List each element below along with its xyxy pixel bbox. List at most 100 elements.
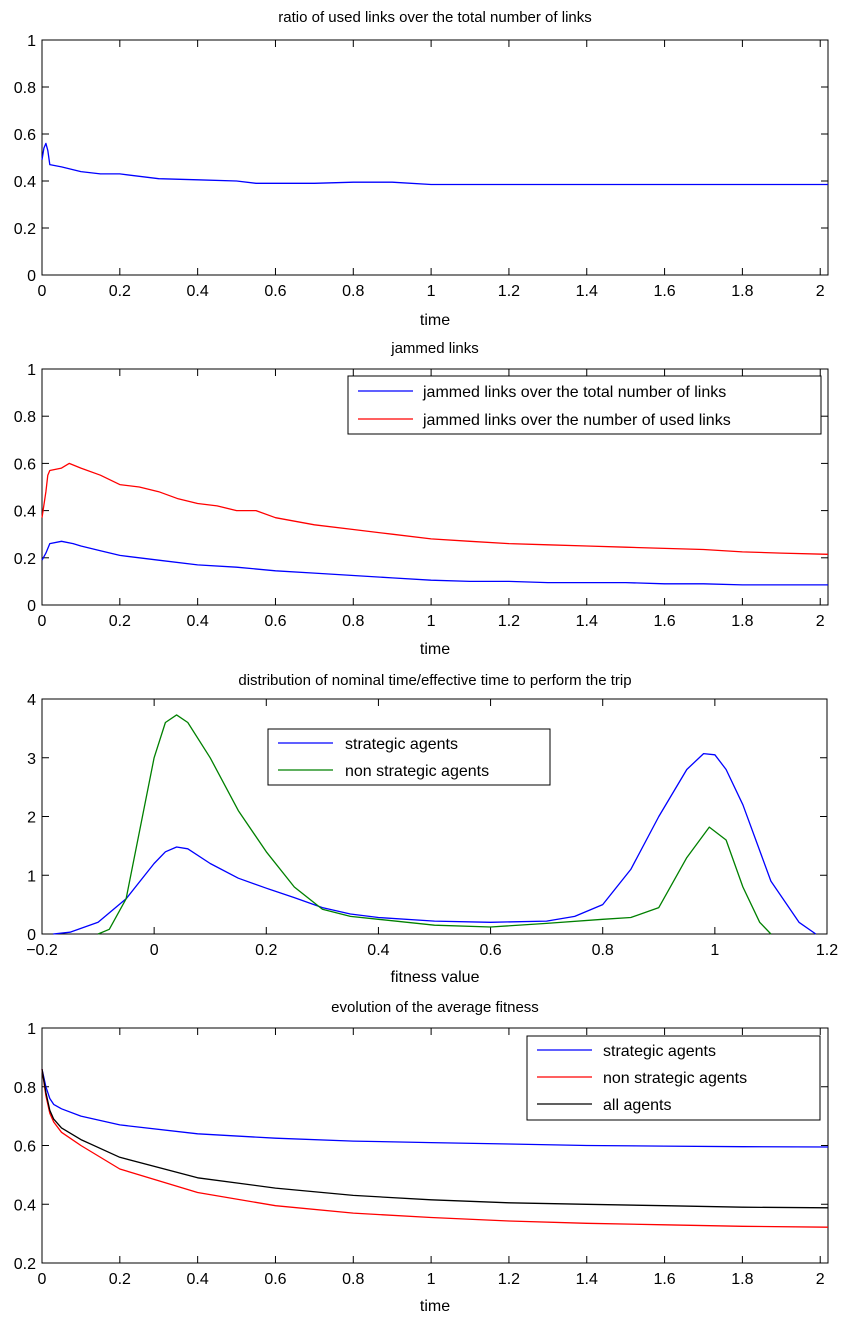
x-tick-label: 1 [427,283,436,300]
x-tick-label: 1.6 [653,613,675,630]
y-tick-label: 0.4 [14,174,36,191]
chart-title: distribution of nominal time/effective t… [238,672,631,689]
series-line-0 [41,540,828,586]
x-tick-label: 1.4 [576,613,598,630]
y-tick-label: 0.2 [14,551,36,568]
chart-title: evolution of the average fitness [331,999,539,1016]
legend-label-0: jammed links over the total number of li… [422,384,726,401]
x-axis-label: time [420,312,450,329]
x-tick-label: 0 [150,942,159,959]
y-tick-label: 1 [27,868,36,885]
y-tick-label: 0.6 [14,1139,36,1156]
x-tick-label: 1.2 [498,613,520,630]
x-tick-label: 2 [816,283,825,300]
axis-ticks: 0 0.2 0.4 0.6 0.8 1 1.2 1.4 1.6 1.8 20.20.40.60.81 [14,1021,828,1288]
series-line-1 [41,462,829,555]
series-lines [41,142,828,186]
panel-used-links-ratio: ratio of used links over the total numbe… [14,9,829,329]
x-tick-label: 0 [38,283,47,300]
x-tick-label: 0.6 [264,1271,286,1288]
x-tick-label: 0.6 [264,283,286,300]
legend-label-1: non strategic agents [603,1070,747,1087]
x-tick-label: 0.8 [342,1271,364,1288]
x-tick-label: 0 [38,613,47,630]
x-tick-label: 1.2 [498,1271,520,1288]
x-tick-label: 1.2 [498,283,520,300]
y-tick-label: 0.6 [14,456,36,473]
y-tick-label: 0.8 [14,80,36,97]
panel-jammed-links: jammed links 0 0.2 0.4 0.6 0.8 1 1.2 1.4 1.6 1.8 2… [14,340,829,658]
chart-title: jammed links [390,340,479,357]
x-tick-label: 2 [816,613,825,630]
axis-ticks: 0 0.2 0.4 0.6 0.8 1 1.2 1.4 1.6 1.8 2 0 0.2 0.4 0.6 0.8… [14,33,828,300]
x-tick-label: 1.6 [653,283,675,300]
x-axis-label: time [420,1298,450,1315]
y-tick-label: 0 [27,598,36,615]
x-tick-label: 0.6 [479,942,501,959]
y-tick-label: 0.8 [14,409,36,426]
x-tick-label: 0.2 [109,1271,131,1288]
x-tick-label: 0.4 [367,942,389,959]
x-tick-label: 1.8 [731,283,753,300]
y-tick-label: 2 [27,810,36,827]
y-tick-label: 0.6 [14,127,36,144]
x-tick-label: 1 [427,613,436,630]
x-tick-label: 0.2 [109,283,131,300]
series-lines [53,714,817,935]
legend-box [267,728,551,786]
y-tick-label: 1 [27,362,36,379]
axis-ticks: 0 0.2 0.4 0.6 0.8 1 1.2 1.4 1.6 1.8 2 0 0.2 0.4 0.6 0.8… [14,362,828,630]
x-tick-label: 1.2 [816,942,838,959]
series-line-0 [41,142,828,186]
y-tick-label: 0.4 [14,1197,36,1214]
x-tick-label: 0.6 [264,613,286,630]
x-tick-label: −0.2 [26,942,58,959]
x-tick-label: 0.2 [109,613,131,630]
series-lines [41,1068,829,1228]
y-tick-label: 0 [27,268,36,285]
x-axis-label: time [420,641,450,658]
x-tick-label: 0.8 [592,942,614,959]
legend-label-0: strategic agents [345,736,458,753]
legend-label-1: non strategic agents [345,763,489,780]
legend: strategic agents non strategic agents al… [526,1035,821,1121]
x-tick-label: 1.6 [653,1271,675,1288]
x-tick-label: 2 [816,1271,825,1288]
y-tick-label: 0 [27,927,36,944]
x-tick-label: 0.4 [187,283,209,300]
y-tick-label: 0.8 [14,1080,36,1097]
x-tick-label: 0 [38,1271,47,1288]
y-tick-label: 0.4 [14,504,36,521]
x-tick-label: 0.4 [187,613,209,630]
chart-title: ratio of used links over the total numbe… [278,9,592,26]
x-tick-label: 0.8 [342,283,364,300]
legend: jammed links over the total number of li… [347,375,822,435]
x-tick-label: 1.8 [731,1271,753,1288]
series-line-0 [53,752,817,935]
x-tick-label: 1.8 [731,613,753,630]
series-line-2 [41,1068,829,1209]
x-tick-label: 1.4 [576,283,598,300]
series-line-1 [97,714,772,935]
x-tick-label: 0.8 [342,613,364,630]
plot-frame [41,39,829,276]
x-tick-label: 1 [427,1271,436,1288]
y-tick-label: 0.2 [14,221,36,238]
series-lines [41,462,829,586]
panel-fitness-distribution: distribution of nominal time/effective t… [26,672,838,986]
x-tick-label: 1 [710,942,719,959]
y-tick-label: 1 [27,1021,36,1038]
x-tick-label: 0.2 [255,942,277,959]
panel-average-fitness: evolution of the average fitness 0 0.2 0.4… [14,999,829,1315]
legend-label-1: jammed links over the number of used lin… [422,412,731,429]
y-tick-label: 3 [27,751,36,768]
x-axis-label: fitness value [391,969,480,986]
series-line-0 [41,1068,829,1148]
y-tick-label: 4 [27,692,36,709]
y-tick-label: 0.2 [14,1256,36,1273]
legend-label-2: all agents [603,1097,672,1114]
x-tick-label: 0.4 [187,1271,209,1288]
y-tick-label: 1 [27,33,36,50]
